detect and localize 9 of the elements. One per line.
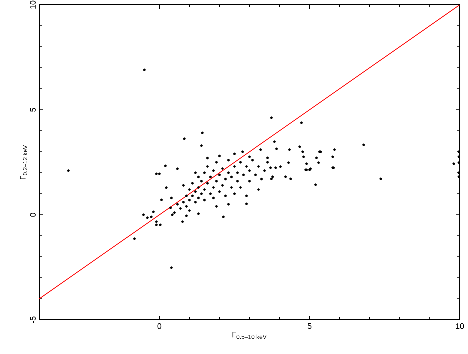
y-tick-label: 10: [30, 0, 36, 9]
x-tick-label: 0: [158, 324, 162, 330]
y-tick-label: 5: [30, 108, 36, 112]
y-axis-title: Γ$_{0.2–12 keV}$: [20, 145, 28, 180]
x-axis-title: Γ$_{0.5–10 keV}$: [232, 332, 267, 340]
y-tick-label: 0: [30, 213, 36, 217]
x-tick-label: 10: [456, 324, 464, 330]
y-tick-label: -5: [30, 316, 36, 324]
x-tick-label: 5: [308, 324, 312, 330]
